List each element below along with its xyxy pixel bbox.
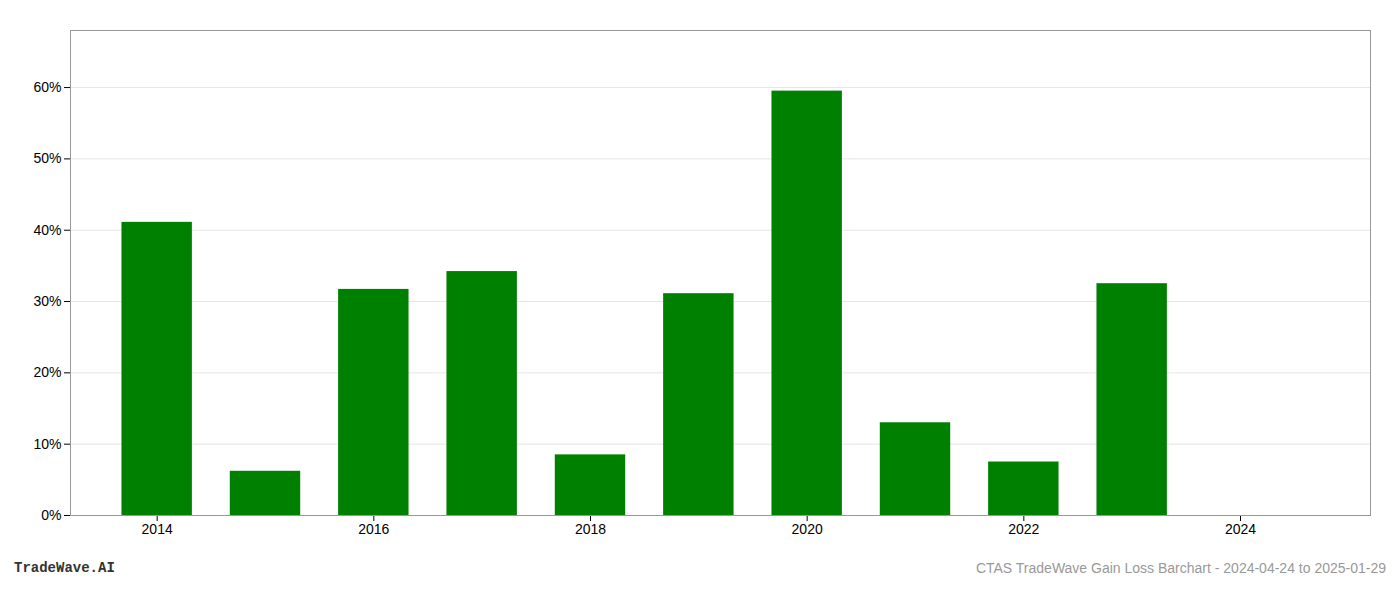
- svg-text:40%: 40%: [33, 222, 61, 238]
- svg-text:10%: 10%: [33, 436, 61, 452]
- html-text:CTAS TradeWave Gain Loss Barch: CTAS TradeWave Gain Loss Barchart - 2024…: [975, 560, 1386, 576]
- svg-text:0%: 0%: [41, 507, 61, 523]
- svg-text:30%: 30%: [33, 293, 61, 309]
- svg-text:2016: 2016: [358, 521, 389, 537]
- svg-text:60%: 60%: [33, 79, 61, 95]
- svg-text:20%: 20%: [33, 364, 61, 380]
- svg-text:2024: 2024: [1225, 521, 1256, 537]
- svg-text:2022: 2022: [1008, 521, 1039, 537]
- svg-text:50%: 50%: [33, 150, 61, 166]
- html-text:TradeWave.AI: TradeWave.AI: [14, 560, 115, 576]
- svg-text:2018: 2018: [575, 521, 606, 537]
- svg-text:2020: 2020: [792, 521, 823, 537]
- svg-text:2014: 2014: [142, 521, 173, 537]
